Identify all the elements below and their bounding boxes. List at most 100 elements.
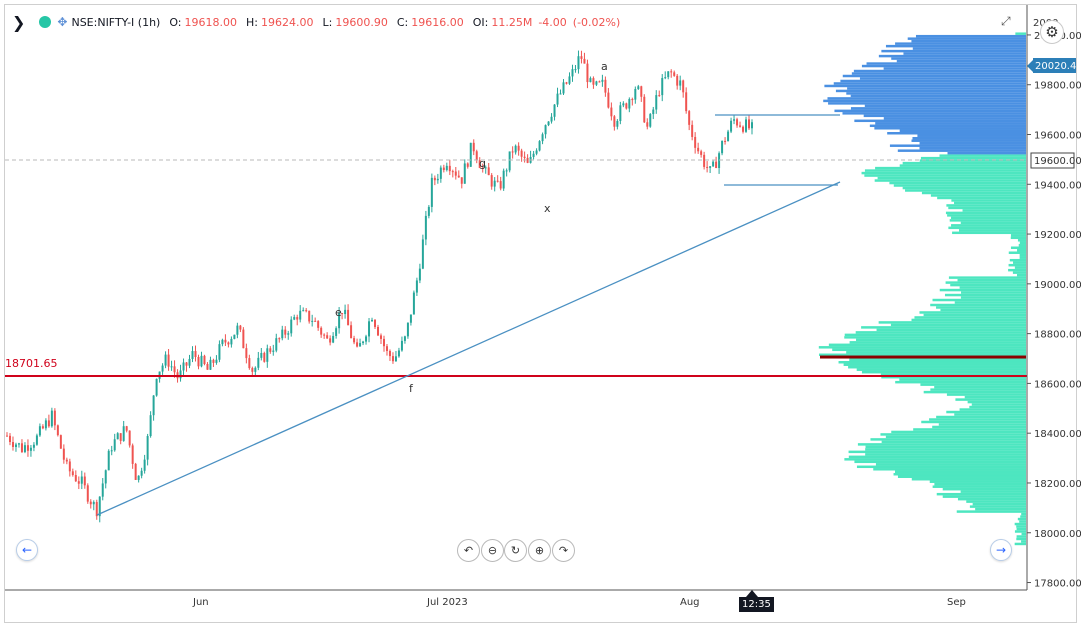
- candle-body: [125, 426, 128, 431]
- candle-body: [697, 147, 700, 152]
- volume-profile-bar: [947, 151, 1026, 155]
- candle-body: [14, 444, 17, 447]
- chevron-right-icon[interactable]: ❯: [12, 12, 26, 32]
- volume-profile-bar: [854, 119, 1026, 123]
- candle-body: [577, 56, 580, 70]
- candle-body: [487, 167, 490, 176]
- candle-body: [727, 131, 730, 142]
- time-axis[interactable]: Jun Jul 2023 Aug Sep: [5, 589, 1027, 608]
- candle-body: [359, 343, 362, 347]
- candle-body: [550, 116, 553, 122]
- trendline[interactable]: [96, 181, 841, 516]
- volume-profile-bar: [923, 313, 1026, 317]
- candle-body: [341, 313, 344, 315]
- support-level-label: 18701.65: [5, 357, 58, 370]
- close-label: C:: [396, 15, 409, 29]
- volume-profile-bar: [897, 475, 1026, 478]
- change-value: -4.00: [538, 15, 567, 29]
- volume-profile-bar: [875, 122, 1026, 125]
- candle-body: [628, 99, 631, 109]
- redo-icon[interactable]: ↷: [552, 539, 575, 562]
- crosshair-time-label: 12:35: [739, 597, 774, 612]
- candle-body: [143, 459, 146, 471]
- candle-body: [281, 329, 284, 339]
- candle-body: [155, 378, 158, 396]
- candle-body: [454, 171, 457, 176]
- chart-frame: [4, 4, 1077, 623]
- candle-body: [245, 348, 248, 359]
- volume-profile-bar: [818, 346, 1026, 349]
- candle-body: [616, 120, 619, 127]
- candle-body: [379, 335, 382, 339]
- candle-body: [673, 72, 676, 76]
- volume-profile-bar: [917, 134, 1026, 137]
- candle-body: [23, 445, 26, 453]
- candle-body: [11, 441, 14, 447]
- candle-body: [257, 357, 260, 368]
- price-axis[interactable]: 20000.0019800.0019600.0019400.0019200.00…: [1026, 5, 1081, 590]
- undo-icon[interactable]: ↶: [457, 539, 480, 562]
- volume-profile-bar: [832, 348, 1026, 352]
- volume-profile-bar: [842, 112, 1026, 115]
- zoom-out-icon[interactable]: ⊖: [481, 539, 504, 562]
- volume-profile-bar: [899, 129, 1026, 133]
- candle-body: [664, 77, 667, 79]
- candle-body: [679, 80, 682, 86]
- candle-body: [59, 435, 62, 449]
- arrow-right-icon[interactable]: →: [990, 539, 1012, 561]
- candle-body: [95, 501, 98, 517]
- candle-body: [496, 180, 499, 182]
- volume-profile-bar: [889, 144, 1026, 147]
- volume-profile-bar: [1013, 261, 1026, 264]
- candle-body: [448, 165, 451, 172]
- arrow-left-icon[interactable]: ←: [16, 539, 38, 561]
- candle-body: [89, 501, 92, 505]
- wave-label-a: a: [601, 60, 608, 73]
- volume-profile-bar: [859, 77, 1026, 80]
- volume-profile-bar: [919, 311, 1026, 314]
- symbol-name[interactable]: NSE:NIFTY-I (1h): [71, 15, 161, 29]
- price-tick-label: 19600.00: [1034, 130, 1081, 141]
- volume-profile-bar: [966, 500, 1026, 503]
- candle-body: [290, 319, 293, 334]
- candle-body: [439, 167, 442, 179]
- candle-body: [430, 177, 433, 207]
- candle-body: [571, 69, 574, 77]
- candle-body: [44, 420, 47, 429]
- candle-body: [415, 280, 418, 293]
- profile-poc-line: [820, 355, 1026, 359]
- candle-body: [224, 339, 227, 343]
- candle-body: [197, 356, 200, 367]
- candle-body: [514, 145, 517, 153]
- candle-body: [200, 355, 203, 367]
- candle-body: [745, 119, 748, 132]
- candle-body: [733, 119, 736, 121]
- volume-profile-bar: [950, 216, 1026, 220]
- volume-profile-bar: [903, 52, 1026, 55]
- volume-profile-bar: [895, 470, 1026, 474]
- price-tick-label: 19000.00: [1034, 280, 1081, 291]
- candle-body: [146, 436, 149, 460]
- candle-body: [469, 142, 472, 167]
- volume-profile-bar: [842, 74, 1026, 78]
- volume-profile-bar: [936, 415, 1026, 419]
- volume-profile-bar: [954, 201, 1026, 205]
- expand-icon[interactable]: ⤢: [1001, 14, 1011, 28]
- candle-body: [38, 426, 41, 436]
- gear-icon[interactable]: ⚙: [1040, 20, 1064, 44]
- volume-profile-bar: [902, 186, 1026, 190]
- reset-icon[interactable]: ↻: [504, 539, 527, 562]
- candle-body: [406, 322, 409, 337]
- volume-profile-bar: [936, 306, 1026, 309]
- volume-profile-bar: [863, 114, 1026, 118]
- volume-profile-bar: [840, 79, 1026, 83]
- volume-profile-bar: [932, 298, 1026, 302]
- candle-body: [83, 476, 86, 486]
- candle-body: [700, 151, 703, 155]
- zoom-in-icon[interactable]: ⊕: [528, 539, 551, 562]
- candle-body: [29, 447, 32, 451]
- symbol-compare-icon[interactable]: ✥: [57, 15, 68, 29]
- volume-profile-bar: [1016, 273, 1026, 277]
- candle-body: [730, 120, 733, 132]
